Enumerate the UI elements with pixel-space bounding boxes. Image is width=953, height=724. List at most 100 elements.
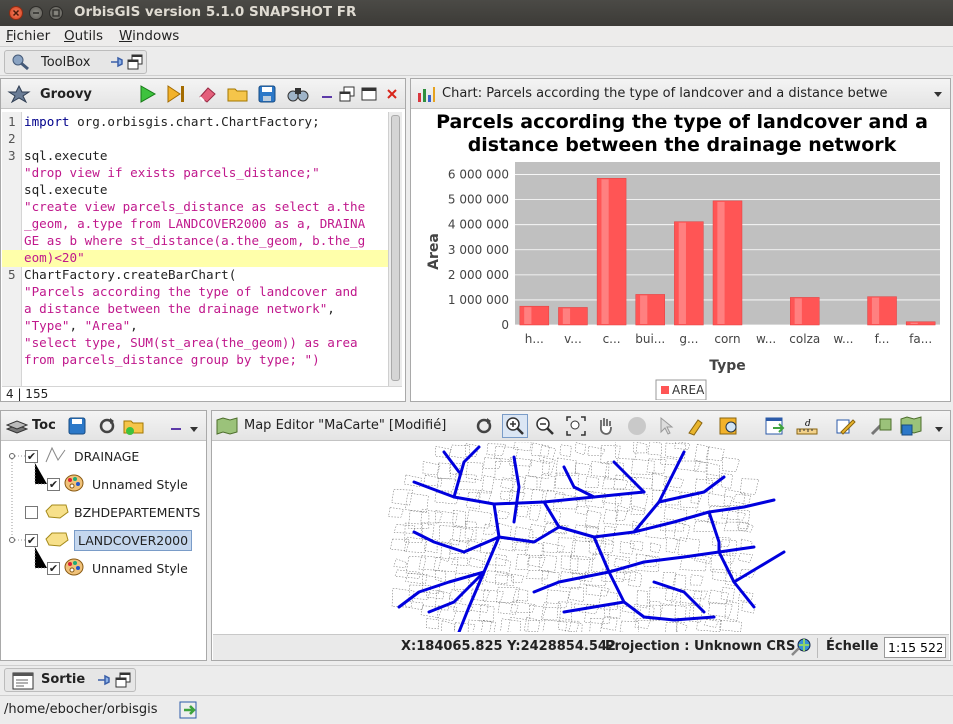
map-editor-title: Map Editor "MaCarte" [Modifié] — [244, 418, 447, 433]
pin-icon[interactable] — [96, 673, 112, 691]
open-folder-icon[interactable] — [227, 83, 249, 105]
close-icon[interactable] — [9, 6, 23, 20]
globe-icon[interactable] — [790, 637, 812, 661]
undock-icon[interactable] — [336, 83, 358, 105]
find-on-map-icon[interactable] — [719, 415, 741, 437]
minimize-panel-icon[interactable] — [316, 83, 338, 105]
zoom-in-icon[interactable] — [502, 414, 528, 438]
parcel — [437, 605, 458, 622]
menu-fichier[interactable]: Fichier — [6, 28, 51, 44]
minimize-panel-icon[interactable] — [165, 415, 187, 437]
parcel — [486, 443, 506, 456]
code-token: , — [130, 318, 138, 333]
layer-label-selected: LANDCOVER2000 — [74, 529, 193, 551]
refresh-icon[interactable] — [473, 415, 495, 437]
code-token: from parcels_distance group by type; ") — [24, 352, 320, 367]
save-map-icon[interactable] — [900, 415, 922, 437]
chevron-down-icon[interactable] — [933, 88, 943, 103]
parcel — [555, 457, 577, 476]
parcel — [602, 509, 619, 525]
bar-highlight — [910, 322, 918, 324]
zoom-extent-icon[interactable] — [565, 415, 587, 437]
parcel — [665, 442, 687, 459]
toc-layer-landcover2000[interactable]: ✔ LANDCOVER2000 — [25, 528, 193, 552]
refresh-icon[interactable] — [96, 415, 118, 437]
layer-checkbox[interactable] — [25, 505, 38, 519]
add-layer-icon[interactable] — [123, 415, 145, 437]
parcel — [481, 619, 496, 632]
parcel — [466, 509, 493, 529]
close-panel-icon[interactable] — [381, 83, 403, 105]
code-line: _geom, a.type from LANDCOVER2000 as a, D… — [2, 216, 388, 233]
measure-icon[interactable]: d — [796, 415, 818, 437]
parcel — [737, 553, 754, 563]
code-line: 3 sql.execute — [2, 148, 388, 165]
parcel — [693, 554, 711, 564]
float-icon[interactable] — [115, 672, 131, 692]
parcel — [680, 491, 700, 509]
parcel — [568, 621, 583, 632]
toc-style-landcover[interactable]: ✔ Unnamed Style — [47, 556, 188, 580]
drainage-line — [512, 455, 521, 524]
clear-selection-icon[interactable] — [686, 415, 708, 437]
parcel — [707, 506, 730, 524]
info-disabled-icon[interactable] — [626, 415, 648, 437]
map-canvas[interactable] — [214, 442, 950, 632]
toc-layer-drainage[interactable]: ✔ DRAINAGE — [25, 444, 139, 468]
run-selection-icon[interactable] — [165, 83, 187, 105]
select-icon[interactable] — [655, 415, 677, 437]
toc-layer-bzhdepartements[interactable]: BZHDEPARTEMENTS — [25, 500, 200, 524]
change-directory-icon[interactable] — [178, 700, 200, 724]
chevron-down-icon[interactable] — [934, 423, 944, 438]
parcel — [585, 476, 599, 488]
layer-checkbox[interactable]: ✔ — [25, 449, 38, 463]
layer-checkbox[interactable]: ✔ — [25, 533, 38, 547]
code-token: "Area" — [84, 318, 131, 333]
code-token: ChartFactory.createBarChart( — [24, 267, 237, 282]
bar-highlight — [562, 308, 571, 324]
find-icon[interactable] — [287, 83, 309, 105]
window-title: OrbisGIS version 5.1.0 SNAPSHOT FR — [74, 4, 357, 20]
code-editor[interactable]: 1 import org.orbisgis.chart.ChartFactory;… — [2, 112, 402, 386]
sortie-tab[interactable]: Sortie — [4, 668, 136, 692]
drainage-line — [562, 600, 626, 614]
code-token: sql.execute — [24, 182, 108, 197]
parcel — [511, 573, 524, 583]
code-scrollbar[interactable] — [388, 112, 402, 386]
parcel — [694, 478, 714, 493]
chevron-down-icon[interactable] — [189, 423, 199, 438]
save-icon[interactable] — [256, 83, 278, 105]
parcel — [662, 476, 684, 489]
menu-outils[interactable]: Outils — [64, 28, 104, 44]
edit-icon[interactable] — [835, 415, 857, 437]
palette-icon — [64, 474, 86, 495]
parcel — [388, 507, 404, 518]
menu-windows[interactable]: Windows — [119, 28, 180, 44]
toc-style-drainage[interactable]: ✔ Unnamed Style — [47, 472, 188, 496]
parcel — [420, 605, 443, 618]
parcel — [739, 478, 760, 495]
pin-icon[interactable] — [109, 55, 125, 73]
export-icon[interactable] — [764, 415, 786, 437]
run-icon[interactable] — [136, 83, 158, 105]
clear-icon[interactable] — [197, 83, 219, 105]
maximize-panel-icon[interactable] — [358, 83, 380, 105]
parcel — [631, 491, 649, 512]
maximize-icon[interactable] — [49, 6, 63, 20]
style-checkbox[interactable]: ✔ — [47, 561, 60, 575]
parcel — [679, 556, 707, 572]
parcel — [601, 617, 618, 631]
code-text: "Parcels according the type of landcover… — [24, 284, 358, 299]
float-icon[interactable] — [127, 54, 143, 74]
toolbox-tab[interactable]: ToolBox — [4, 50, 147, 74]
scale-input[interactable] — [884, 637, 946, 658]
tools-icon[interactable] — [870, 415, 892, 437]
minimize-icon[interactable] — [29, 6, 43, 20]
zoom-out-icon[interactable] — [534, 415, 556, 437]
svg-text:d: d — [805, 419, 811, 429]
parcel — [498, 537, 518, 552]
save-icon[interactable] — [66, 415, 88, 437]
style-checkbox[interactable]: ✔ — [47, 477, 60, 491]
parcel — [483, 457, 502, 469]
pan-icon[interactable] — [595, 415, 617, 437]
